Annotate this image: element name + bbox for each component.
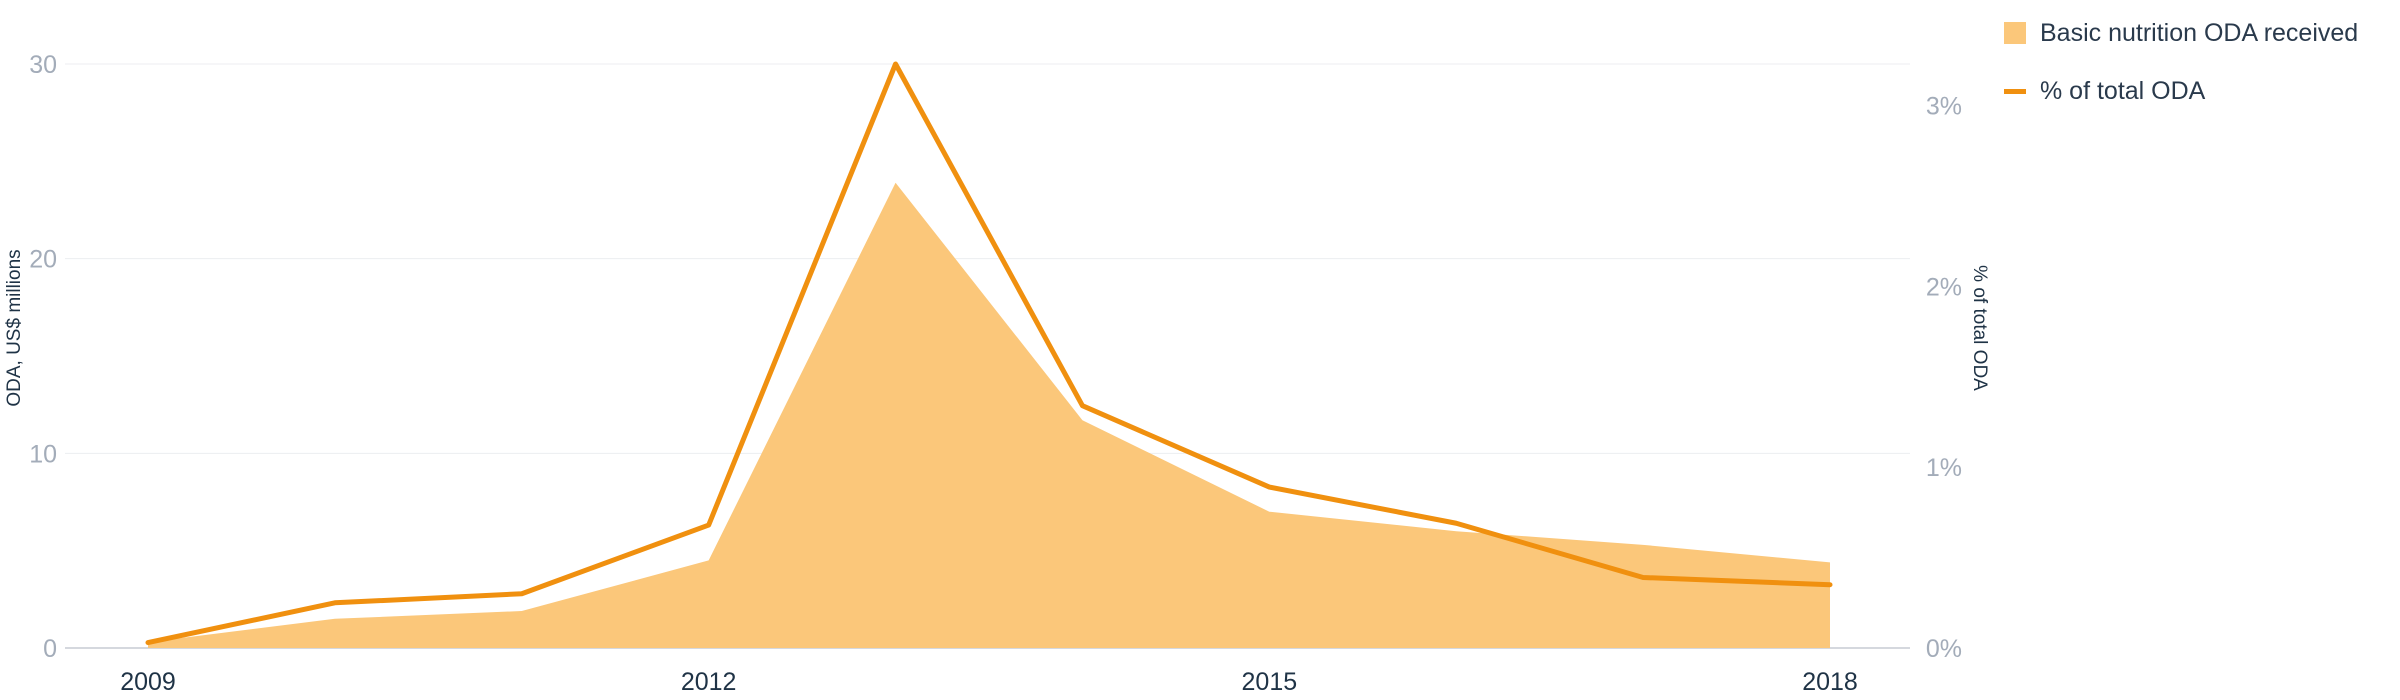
y2-tick-label: 3% bbox=[1926, 93, 1962, 121]
line-series-pct-total[interactable] bbox=[145, 61, 1833, 646]
line-series-layer bbox=[145, 61, 1833, 646]
legend-swatch-area bbox=[2004, 22, 2026, 44]
area-series-layer bbox=[148, 182, 1830, 648]
right-axis-title: % of total ODA bbox=[1969, 265, 1990, 391]
legend: Basic nutrition ODA received % of total … bbox=[2004, 16, 2358, 132]
legend-item-line[interactable]: % of total ODA bbox=[2004, 74, 2358, 108]
y-tick-label: 30 bbox=[29, 51, 57, 79]
legend-label-line: % of total ODA bbox=[2040, 76, 2206, 105]
area-series-basic-nutrition[interactable] bbox=[148, 182, 1830, 648]
y2-tick-label: 1% bbox=[1926, 454, 1962, 482]
y-tick-label: 20 bbox=[29, 246, 57, 274]
y2-tick-label: 0% bbox=[1926, 635, 1962, 663]
legend-item-area[interactable]: Basic nutrition ODA received bbox=[2004, 16, 2358, 50]
legend-label-area: Basic nutrition ODA received bbox=[2040, 18, 2359, 47]
x-tick-label: 2009 bbox=[120, 668, 176, 696]
y-tick-label: 10 bbox=[29, 440, 57, 468]
tick-labels: 0 10 20 30 0% 1% 2% 3% 2009 2012 2015 2018 bbox=[29, 51, 1962, 696]
legend-swatch-line bbox=[2004, 88, 2026, 94]
x-tick-label: 2012 bbox=[681, 668, 737, 696]
y2-tick-label: 2% bbox=[1926, 273, 1962, 301]
left-axis-title: ODA, US$ millions bbox=[4, 249, 25, 406]
x-tick-label: 2018 bbox=[1802, 668, 1858, 696]
x-tick-label: 2015 bbox=[1242, 668, 1298, 696]
y-tick-label: 0 bbox=[43, 635, 57, 663]
